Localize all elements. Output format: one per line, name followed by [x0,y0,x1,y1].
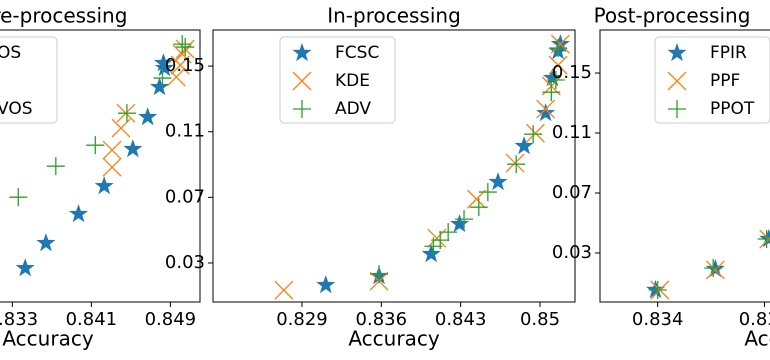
x-tick-label: 0.841 [66,309,118,330]
legend-label: OS [0,43,21,63]
legend-marker [668,100,686,118]
legend-label: PPOT [710,99,755,119]
point [646,280,666,299]
point [524,125,543,144]
x-axis-label: Accuracy [348,327,439,351]
point [153,69,172,88]
point [166,67,186,87]
legend-box [279,36,396,124]
chart-title: Pre-processing [0,4,127,28]
x-axis-label: Accuracy [2,327,93,351]
point [102,140,122,160]
point [546,71,565,90]
point [86,136,105,155]
plot-frame [212,29,576,303]
point [467,189,486,209]
x-tick-label: 0.836 [356,309,408,330]
point [550,34,570,54]
plot-frame [0,29,201,303]
chart-title: Post-processing [594,4,751,28]
legend-label: ADV [335,99,371,119]
point [421,244,441,263]
point [176,38,195,57]
point [46,157,65,176]
y-tick-label: 0.03 [165,252,205,273]
legend-box [654,36,770,124]
point [549,39,568,58]
point [439,223,458,242]
y-tick-label: 0.15 [165,55,205,76]
point [757,230,770,249]
legend-marker [667,71,687,91]
legend-marker [292,71,312,91]
point [536,103,556,122]
legend-label: KDE [335,71,370,91]
legend-label: VOS [0,99,33,119]
point [150,77,170,96]
point [431,231,450,250]
y-tick-label: 0.11 [552,122,592,143]
point [123,139,143,158]
y-tick-label: 0.11 [165,121,205,142]
legend-label: FPIR [710,43,747,63]
point [542,68,562,87]
point [172,44,192,64]
x-axis-label: Accuracy [744,327,770,351]
x-tick-label: 0.843 [435,309,487,330]
point [316,275,336,294]
point [450,214,470,233]
point [138,107,158,126]
y-tick-label: 0.07 [552,182,592,203]
legend-marker [292,43,312,62]
point [117,104,136,123]
plot-frame [599,29,770,303]
x-tick-label: 0.839 [739,309,770,330]
point [705,260,725,280]
point [505,153,525,173]
legend-label: FCSC [335,43,379,63]
chart-title: In-processing [327,4,461,28]
legend-label: PPF [710,71,740,91]
point [15,258,35,277]
legend-marker [667,43,687,62]
point [536,99,556,119]
x-tick-label: 0.849 [145,309,197,330]
x-tick-label: 0.833 [0,309,38,330]
y-tick-label: 0.07 [165,186,205,207]
point [102,157,122,177]
point [36,233,56,252]
point [173,35,192,54]
x-tick-label: 0.829 [276,309,328,330]
point [455,210,474,229]
point [154,58,174,77]
point [370,265,389,284]
point [9,188,28,207]
point [507,155,526,174]
point [69,204,89,223]
point [704,258,723,277]
y-tick-label: 0.03 [552,242,592,263]
point [488,172,508,191]
point [542,83,561,102]
point [759,229,770,248]
point [648,281,667,300]
point [94,176,114,195]
point [170,55,190,75]
point [514,136,534,155]
y-tick-label: 0.15 [552,62,592,83]
x-tick-label: 0.85 [520,309,560,330]
point [525,123,545,143]
x-tick-label: 0.834 [632,309,684,330]
point [550,34,570,53]
legend-box [0,36,58,124]
point [274,280,294,300]
point [469,198,488,217]
point [478,183,497,202]
legend-marker [293,100,311,118]
point [548,55,568,75]
